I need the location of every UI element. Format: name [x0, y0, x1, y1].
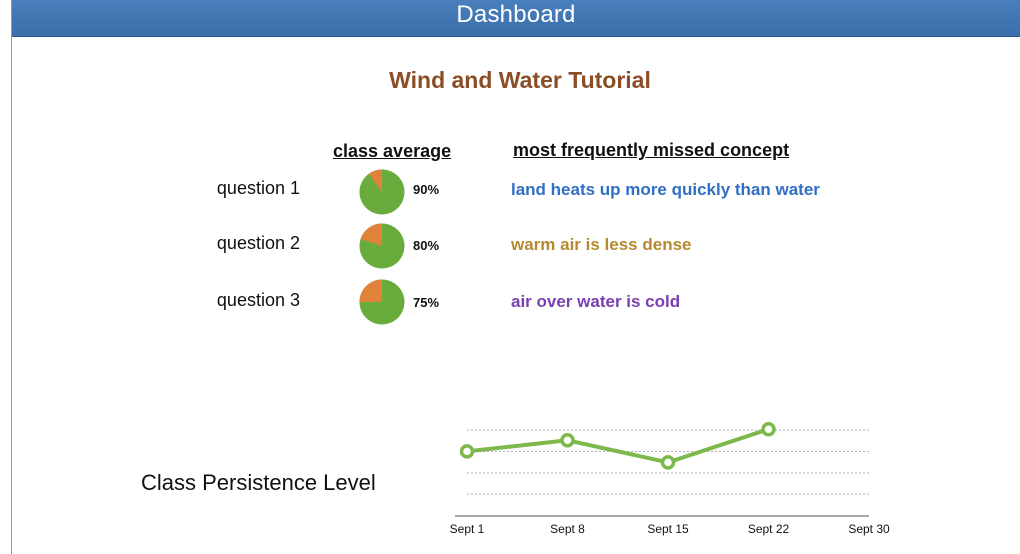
question-3-label: question 3	[216, 290, 300, 310]
question-2-missed-concept: warm air is less dense	[511, 235, 692, 254]
pie-missed-slice-1	[368, 169, 382, 192]
dashboard-header: Dashboard	[12, 0, 1020, 37]
question-3-pie	[359, 279, 405, 325]
question-2-label: question 2	[216, 233, 300, 253]
question-3-missed-concept: air over water is cold	[511, 292, 681, 311]
missed-concept-header: most frequently missed concept	[513, 140, 790, 160]
left-border	[11, 0, 12, 554]
data-point-4	[761, 421, 776, 437]
x-tick-label: Sept 22	[748, 522, 790, 536]
question-3-average: 75%	[413, 295, 440, 310]
pie-missed-slice-3	[359, 279, 382, 302]
question-2-pie	[359, 223, 405, 269]
question-1-missed-concept: land heats up more quickly than water	[511, 180, 820, 199]
class-average-header: class average	[333, 141, 452, 161]
data-point-1	[459, 444, 475, 459]
x-tick-label: Sept 15	[647, 522, 689, 536]
data-point-3	[660, 455, 676, 470]
question-2-average: 80%	[413, 238, 440, 253]
x-tick-label: Sept 8	[550, 522, 585, 536]
x-tick-label: Sept 30	[848, 522, 890, 536]
persistence-line	[466, 427, 770, 465]
class-persistence-label: Class Persistence Level	[141, 470, 376, 495]
question-1-average: 90%	[413, 182, 440, 197]
question-1-pie	[359, 169, 405, 215]
data-point-2	[560, 433, 575, 448]
tutorial-title: Wind and Water Tutorial	[389, 67, 651, 93]
header-title: Dashboard	[456, 1, 576, 28]
pie-missed-slice-2	[360, 223, 382, 246]
x-tick-label: Sept 1	[450, 522, 485, 536]
question-1-label: question 1	[216, 178, 300, 198]
